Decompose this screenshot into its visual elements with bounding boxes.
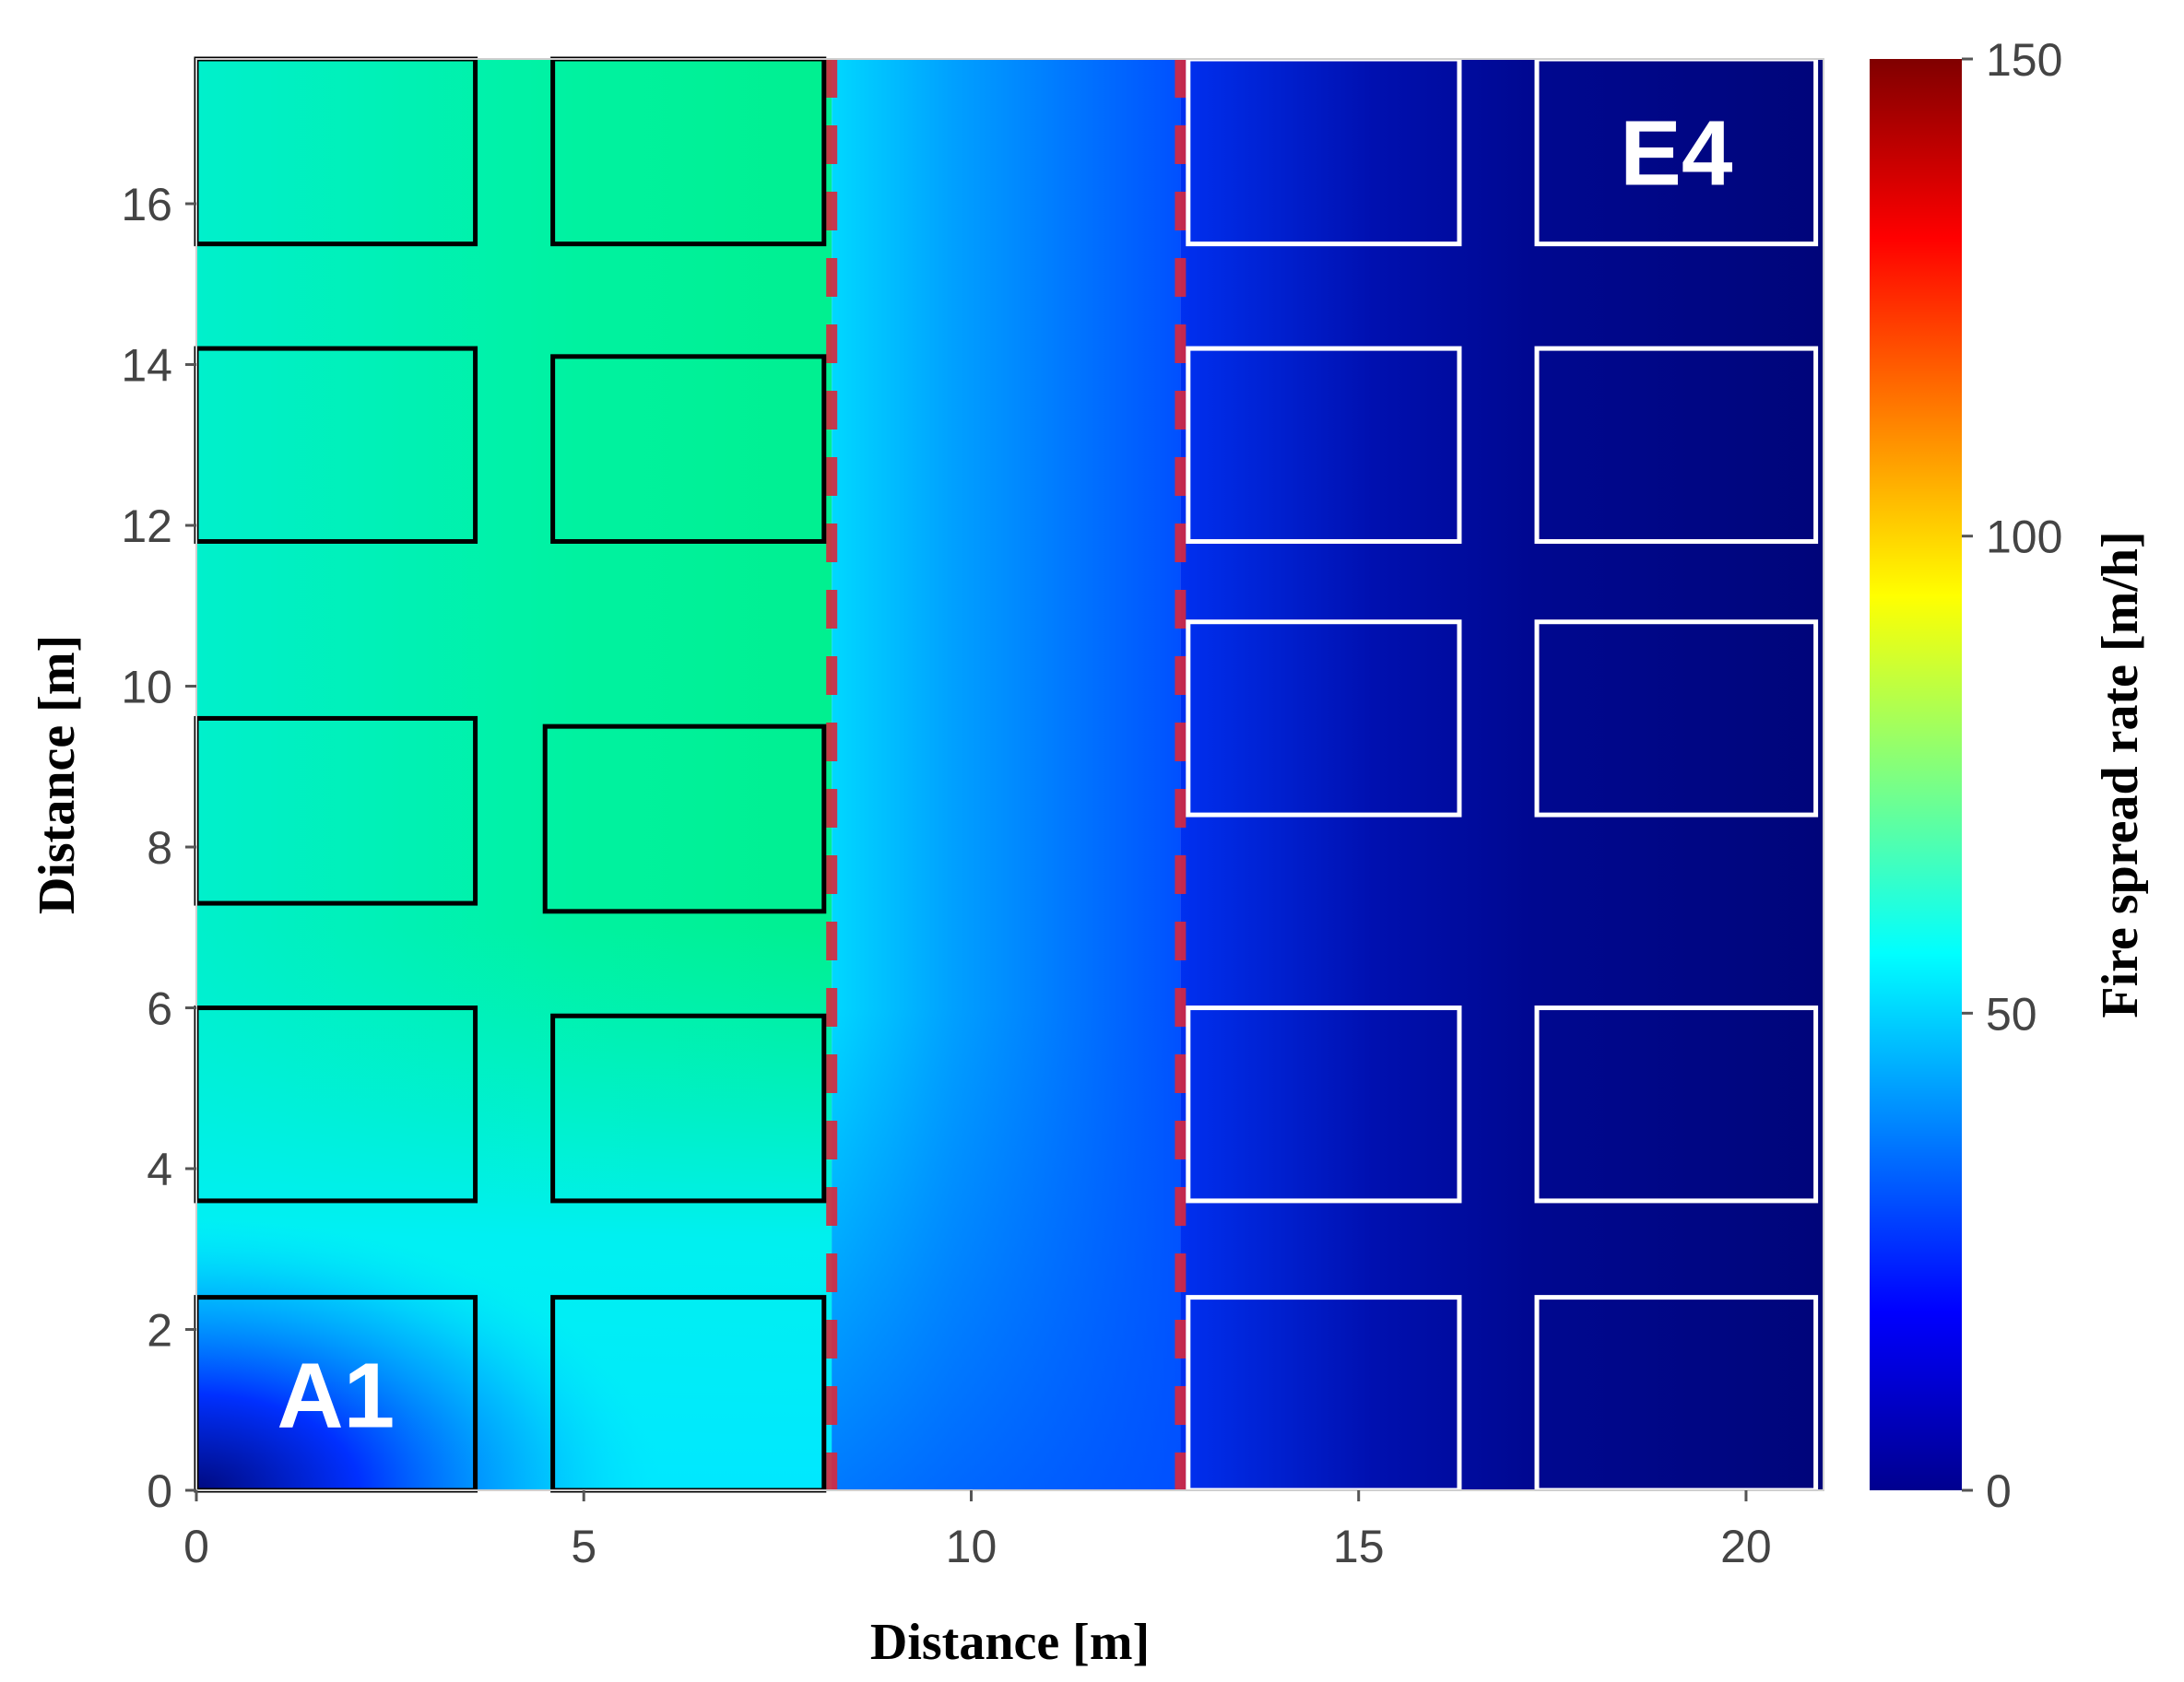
- y-axis-label: Distance [m]: [29, 635, 86, 914]
- colorbar-ticks: 0 50 100 150: [1962, 34, 2062, 1517]
- y-tick-label: 12: [121, 500, 172, 552]
- y-tick-label: 14: [121, 340, 172, 392]
- x-tick-label: 20: [1720, 1521, 1772, 1572]
- building-block: [1534, 1006, 1819, 1204]
- colorbar-tick-label: 100: [1986, 512, 2062, 563]
- plot-frame: [195, 58, 1824, 1491]
- y-tick-label: 10: [121, 662, 172, 713]
- x-tick-label: 10: [946, 1521, 998, 1572]
- colorbar-tick-label: 0: [1986, 1465, 2012, 1517]
- heatmap-field: [196, 59, 1824, 1490]
- y-tick-label: 0: [147, 1465, 172, 1517]
- y-tick-label: 16: [121, 179, 172, 230]
- building-block: [1186, 346, 1462, 544]
- building-block: [550, 354, 827, 544]
- ignition-corner-shading: [196, 1217, 662, 1490]
- building-block: [542, 723, 827, 914]
- x-tick-label: 0: [183, 1521, 209, 1572]
- right-block-zone: [1180, 59, 1824, 1490]
- x-axis-ticks: 0 5 10 15 20: [183, 1490, 1772, 1572]
- building-block: [1186, 619, 1462, 817]
- colorbar: [1870, 59, 1962, 1490]
- block-labels: A1 E4: [277, 101, 1732, 1447]
- block-label-e4: E4: [1620, 101, 1733, 205]
- colorbar-tick-label: 50: [1986, 988, 2037, 1040]
- y-tick-label: 6: [147, 983, 172, 1035]
- y-tick-label: 4: [147, 1144, 172, 1195]
- gap-zone-low-shading: [832, 1007, 1181, 1490]
- y-axis-ticks: 0 2 4 6 8 10 12 14 16: [121, 179, 196, 1517]
- y-tick-label: 2: [147, 1305, 172, 1357]
- building-block: [1186, 1006, 1462, 1204]
- colorbar-label: Fire spread rate [m/h]: [2092, 531, 2149, 1017]
- x-tick-label: 5: [571, 1521, 596, 1572]
- x-tick-label: 15: [1333, 1521, 1385, 1572]
- block-label-a1: A1: [277, 1344, 395, 1447]
- x-axis-label: Distance [m]: [870, 1614, 1150, 1671]
- building-block: [1534, 346, 1819, 544]
- building-block: [1534, 619, 1819, 817]
- colorbar-tick-label: 150: [1986, 34, 2062, 86]
- y-tick-label: 8: [147, 822, 172, 874]
- building-block: [550, 1013, 827, 1204]
